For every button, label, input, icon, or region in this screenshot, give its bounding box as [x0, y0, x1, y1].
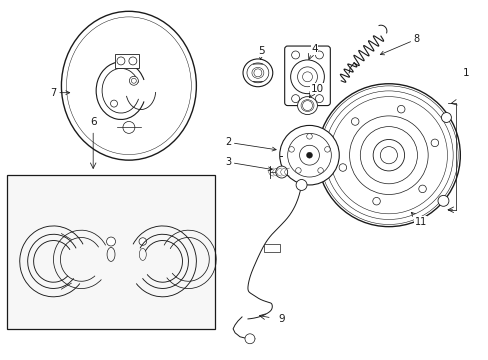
- Circle shape: [315, 51, 323, 59]
- Circle shape: [131, 78, 136, 83]
- Circle shape: [288, 147, 294, 152]
- Circle shape: [290, 60, 324, 94]
- Circle shape: [397, 105, 404, 113]
- Circle shape: [437, 195, 448, 206]
- Circle shape: [380, 147, 397, 164]
- Circle shape: [296, 180, 306, 190]
- Circle shape: [430, 139, 438, 147]
- Circle shape: [418, 185, 426, 193]
- Bar: [264, 244, 279, 252]
- Circle shape: [279, 125, 339, 185]
- Ellipse shape: [297, 96, 317, 114]
- Text: 10: 10: [310, 84, 324, 94]
- Text: 4: 4: [310, 44, 317, 54]
- Text: 6: 6: [90, 117, 96, 127]
- Text: 11: 11: [410, 212, 426, 227]
- Circle shape: [295, 168, 301, 173]
- Circle shape: [299, 145, 319, 165]
- Circle shape: [372, 139, 404, 171]
- Ellipse shape: [61, 11, 196, 160]
- Circle shape: [291, 95, 299, 103]
- Circle shape: [117, 57, 124, 65]
- Circle shape: [302, 100, 312, 111]
- Circle shape: [110, 100, 117, 107]
- Circle shape: [317, 84, 459, 227]
- Text: 1: 1: [462, 68, 468, 78]
- Circle shape: [372, 197, 380, 205]
- Circle shape: [106, 237, 115, 246]
- Circle shape: [291, 51, 299, 59]
- Circle shape: [253, 69, 262, 77]
- Circle shape: [244, 334, 254, 344]
- Circle shape: [139, 238, 146, 245]
- Text: 5: 5: [258, 46, 264, 56]
- Text: 3: 3: [224, 157, 272, 171]
- Ellipse shape: [243, 59, 272, 87]
- Circle shape: [129, 76, 138, 85]
- Circle shape: [324, 147, 329, 152]
- FancyBboxPatch shape: [284, 46, 330, 105]
- Bar: [7, 175, 215, 329]
- FancyBboxPatch shape: [115, 54, 139, 68]
- Text: 8: 8: [380, 34, 419, 55]
- Circle shape: [129, 57, 137, 65]
- Text: 2: 2: [224, 137, 276, 151]
- Circle shape: [306, 134, 312, 139]
- Circle shape: [306, 152, 312, 158]
- Circle shape: [275, 166, 287, 178]
- Text: 7: 7: [50, 88, 70, 98]
- Text: 9: 9: [278, 314, 285, 324]
- Circle shape: [122, 121, 135, 133]
- Circle shape: [317, 168, 323, 173]
- Circle shape: [441, 113, 450, 122]
- Circle shape: [315, 95, 323, 103]
- Circle shape: [338, 164, 346, 171]
- Circle shape: [351, 118, 358, 125]
